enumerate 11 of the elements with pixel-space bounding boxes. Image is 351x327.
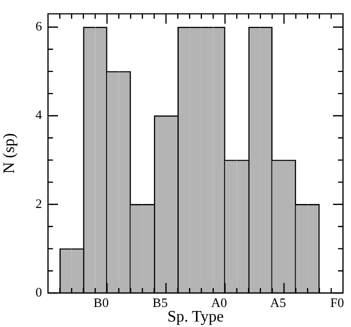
x-tick-label: B0 — [94, 295, 109, 310]
y-tick-label: 0 — [36, 284, 42, 300]
y-axis-title: N (sp) — [0, 133, 18, 174]
x-tick-label: A0 — [211, 295, 228, 310]
x-axis-title: Sp. Type — [167, 308, 224, 326]
y-tick-label: 6 — [36, 18, 42, 34]
x-tick-label: F0 — [330, 295, 344, 310]
x-tick-label: B5 — [152, 295, 168, 310]
y-tick-label: 2 — [36, 196, 42, 211]
y-tick-label: 4 — [36, 107, 42, 122]
x-tick-label: A5 — [270, 295, 286, 310]
